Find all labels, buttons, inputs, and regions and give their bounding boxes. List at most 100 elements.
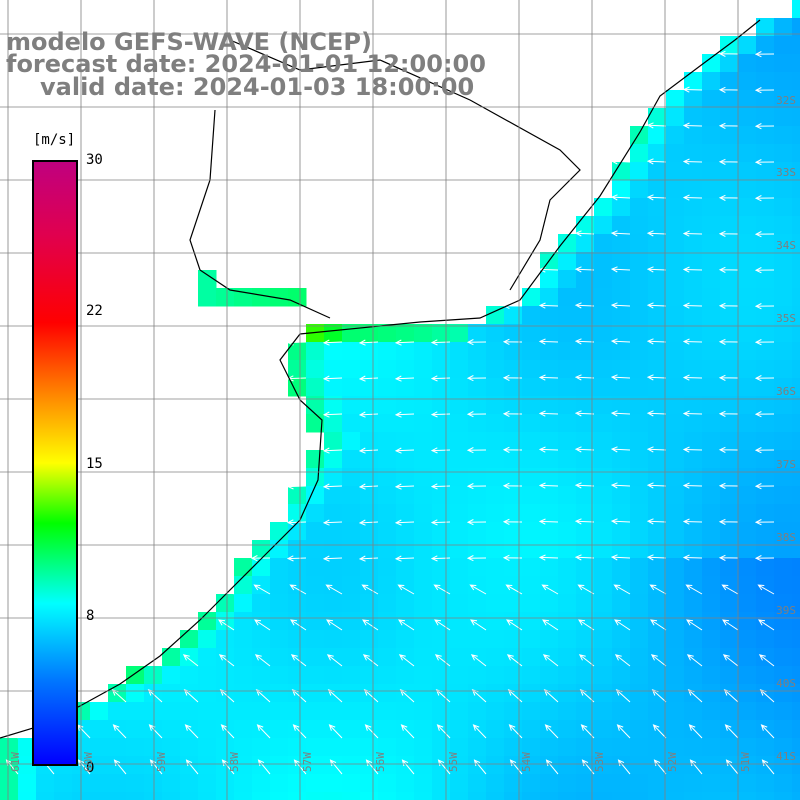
wind-arrow: [469, 584, 487, 595]
wind-cell: [630, 720, 649, 739]
wind-cell: [540, 432, 559, 451]
wind-arrow: [646, 410, 667, 417]
wind-cell: [612, 216, 631, 235]
wind-cell: [234, 558, 253, 577]
wind-cell: [594, 684, 613, 703]
wind-cell: [486, 396, 505, 415]
wind-cell: [450, 360, 469, 379]
wind-arrow: [434, 619, 451, 631]
wind-cell: [792, 90, 800, 109]
wind-cell: [468, 594, 487, 613]
wind-cell: [180, 756, 199, 775]
wind-cell: [360, 756, 379, 775]
wind-cell: [504, 450, 523, 469]
wind-arrow: [610, 338, 631, 345]
wind-arrow: [290, 654, 307, 667]
wind-cell: [468, 540, 487, 559]
wind-cell: [576, 666, 595, 685]
wind-cell: [0, 792, 19, 800]
wind-cell: [594, 270, 613, 289]
wind-cell: [666, 360, 685, 379]
wind-cell: [792, 576, 800, 595]
wind-cell: [702, 126, 721, 145]
wind-cell: [792, 36, 800, 55]
wind-cell: [468, 774, 487, 793]
wind-cell: [666, 450, 685, 469]
wind-cell: [774, 684, 793, 703]
wind-cell: [792, 468, 800, 487]
wind-cell: [360, 378, 379, 397]
wind-cell: [630, 702, 649, 721]
wind-arrow: [397, 584, 415, 595]
wind-cell: [306, 558, 325, 577]
wind-arrow: [754, 51, 775, 58]
wind-cell: [558, 288, 577, 307]
wind-cell: [666, 792, 685, 800]
wind-cell: [792, 360, 800, 379]
wind-cell: [468, 342, 487, 361]
wind-cell: [414, 738, 433, 757]
wind-cell: [738, 288, 757, 307]
wind-cell: [234, 612, 253, 631]
wind-cell: [630, 450, 649, 469]
wind-cell: [126, 684, 145, 703]
wind-cell: [756, 198, 775, 217]
wind-arrow: [616, 724, 631, 739]
wind-cell: [468, 378, 487, 397]
wind-cell: [666, 162, 685, 181]
lon-label-52w: 52W: [666, 752, 679, 772]
wind-arrow: [361, 584, 379, 595]
wind-cell: [414, 576, 433, 595]
wind-cell: [414, 774, 433, 793]
wind-cell: [162, 702, 181, 721]
wind-arrow: [646, 302, 667, 309]
wind-cell: [666, 774, 685, 793]
wind-cell: [522, 306, 541, 325]
wind-cell: [360, 648, 379, 667]
wind-cell: [522, 450, 541, 469]
wind-cell: [792, 54, 800, 73]
wind-cell: [630, 342, 649, 361]
wind-cell: [612, 396, 631, 415]
wind-cell: [774, 522, 793, 541]
wind-cell: [18, 774, 37, 793]
wind-cell: [540, 342, 559, 361]
wind-cell: [630, 252, 649, 271]
wind-arrow: [682, 410, 703, 417]
wind-cell: [450, 396, 469, 415]
wind-cell: [630, 666, 649, 685]
wind-cell: [378, 558, 397, 577]
wind-cell: [702, 270, 721, 289]
wind-arrow: [577, 584, 595, 595]
wind-cell: [216, 756, 235, 775]
wind-cell: [450, 378, 469, 397]
wind-arrow: [182, 619, 199, 631]
wind-cell: [576, 702, 595, 721]
wind-cell: [486, 540, 505, 559]
wind-cell: [756, 414, 775, 433]
wind-arrow: [466, 555, 487, 562]
wind-cell: [666, 738, 685, 757]
wind-cell: [702, 558, 721, 577]
wind-cell: [306, 540, 325, 559]
wind-cell: [720, 630, 739, 649]
wind-cell: [666, 576, 685, 595]
wind-cell: [306, 756, 325, 775]
wind-cell: [540, 504, 559, 523]
wind-cell: [576, 342, 595, 361]
wind-cell: [558, 576, 577, 595]
wind-arrow: [470, 619, 487, 631]
wind-cell: [468, 486, 487, 505]
wind-arrow: [682, 266, 703, 273]
wind-cell: [756, 270, 775, 289]
wind-cell: [630, 414, 649, 433]
wind-arrow: [686, 654, 703, 667]
wind-cell: [414, 558, 433, 577]
wind-arrow: [466, 339, 487, 346]
wind-cell: [630, 738, 649, 757]
wind-cell: [396, 648, 415, 667]
wind-cell: [594, 594, 613, 613]
wind-cell: [576, 630, 595, 649]
wind-cell: [792, 216, 800, 235]
